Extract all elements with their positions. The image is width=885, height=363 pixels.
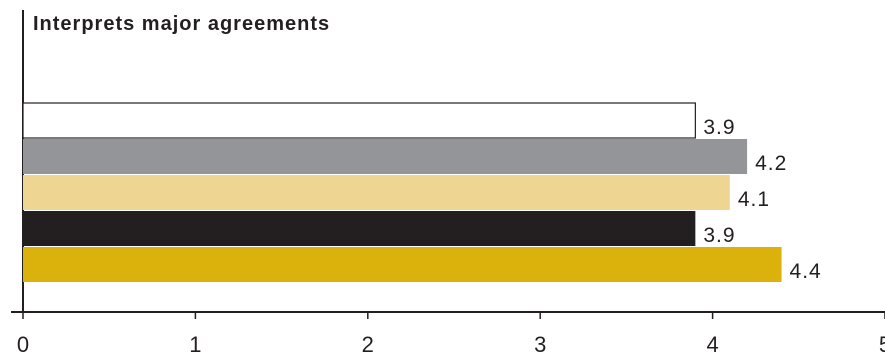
x-tick-label-2: 2 [362, 332, 374, 357]
x-tick-label-3: 3 [534, 332, 546, 357]
bar-3 [23, 175, 730, 210]
bar-5 [23, 247, 782, 282]
bar-value-label-5: 4.4 [790, 260, 822, 283]
bar-value-label-2: 4.2 [755, 152, 787, 175]
bar-value-label-3: 4.1 [738, 188, 770, 211]
bar-value-label-1: 3.9 [703, 116, 735, 139]
bar-value-label-4: 3.9 [703, 224, 735, 247]
bar-1 [22, 102, 696, 139]
x-tick-label-1: 1 [189, 332, 201, 357]
x-tick-label-0: 0 [17, 332, 29, 357]
x-tick-label-4: 4 [706, 332, 718, 357]
x-tick-label-5: 5 [879, 332, 885, 357]
chart-title: Interprets major agreements [33, 13, 331, 35]
bar-2 [23, 139, 748, 174]
bar-4 [23, 211, 696, 246]
